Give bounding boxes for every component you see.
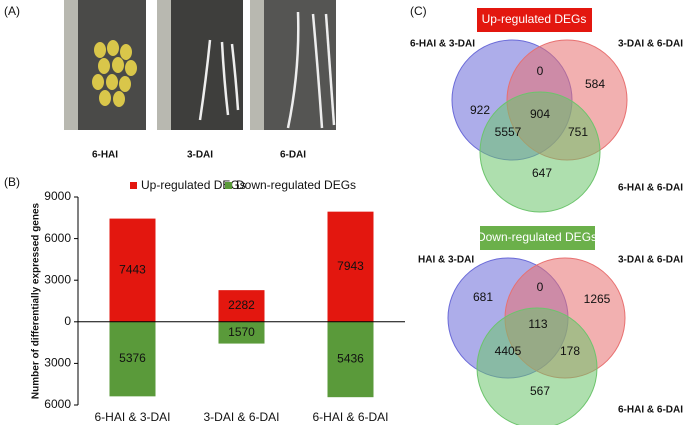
sprouts xyxy=(286,11,336,129)
value-label: 5436 xyxy=(337,352,364,366)
bar xyxy=(327,211,374,322)
value-label: 7943 xyxy=(337,259,364,273)
photo-caption: 6-HAI xyxy=(92,150,118,161)
photo-caption: 3-DAI xyxy=(187,150,213,161)
photo xyxy=(157,0,243,130)
region-count: 178 xyxy=(560,344,580,358)
region-count: 0 xyxy=(537,280,544,294)
set-label: 6-HAI & 6-DAI xyxy=(618,183,683,194)
region-count: 584 xyxy=(585,77,605,91)
region-count: 904 xyxy=(530,107,550,121)
region-count: 4405 xyxy=(495,344,522,358)
ruler xyxy=(157,0,171,130)
value-label: 2282 xyxy=(228,298,255,312)
set-label: HAI & 3-DAI xyxy=(418,255,474,266)
y-tick-label: 3000 xyxy=(44,356,71,370)
set-label: 6-HAI & 6-DAI xyxy=(618,405,683,416)
value-label: 5376 xyxy=(119,351,146,365)
photo-caption: 6-DAI xyxy=(280,150,306,161)
legend-swatch xyxy=(130,182,137,189)
bar xyxy=(109,218,156,322)
venn-title-box xyxy=(477,8,592,32)
venn-title: Down-regulated DEGs xyxy=(477,230,597,244)
region-count: 647 xyxy=(532,166,552,180)
set-label: 6-HAI & 3-DAI xyxy=(410,39,475,50)
set-label: 3-DAI & 6-DAI xyxy=(618,255,683,266)
venn-title: Up-regulated DEGs xyxy=(482,12,587,26)
region-count: 922 xyxy=(470,103,490,117)
y-tick-label: 9000 xyxy=(44,189,71,203)
region-count: 5557 xyxy=(495,125,522,139)
ruler xyxy=(250,0,264,130)
bar xyxy=(218,321,265,344)
y-axis-label: Number of differentially expressed genes xyxy=(31,202,42,399)
y-tick-label: 6000 xyxy=(44,397,71,411)
region-count: 567 xyxy=(530,384,550,398)
legend-swatch xyxy=(225,182,232,189)
region-count: 751 xyxy=(568,125,588,139)
value-label: 7443 xyxy=(119,262,146,276)
y-tick-label: 0 xyxy=(64,314,71,328)
panel-label: (A) xyxy=(4,4,20,18)
sprouts xyxy=(198,39,240,121)
value-label: 1570 xyxy=(228,325,255,339)
x-tick-label: 6-HAI & 3-DAI xyxy=(94,410,170,424)
region-count: 0 xyxy=(537,64,544,78)
region-count: 113 xyxy=(528,317,547,331)
bar xyxy=(327,321,374,398)
panel-label: (B) xyxy=(4,175,20,189)
region-count: 1265 xyxy=(584,292,611,306)
seeds xyxy=(92,40,137,107)
venn-title-box xyxy=(480,226,595,250)
venn-circle xyxy=(476,307,598,425)
venn-circle xyxy=(479,91,601,213)
photos xyxy=(64,0,336,130)
region-count: 681 xyxy=(473,290,493,304)
ruler xyxy=(64,0,78,130)
set-label: 3-DAI & 6-DAI xyxy=(618,39,683,50)
y-tick-label: 6000 xyxy=(44,231,71,245)
legend-label: Up-regulated DEGs xyxy=(141,178,246,192)
x-tick-label: 6-HAI & 6-DAI xyxy=(312,410,388,424)
panel-label: (C) xyxy=(410,4,427,18)
bar xyxy=(218,290,265,322)
x-tick-label: 3-DAI & 6-DAI xyxy=(203,410,279,424)
y-tick-label: 3000 xyxy=(44,272,71,286)
bar xyxy=(109,321,156,397)
legend-label: Down-regulated DEGs xyxy=(236,178,356,192)
